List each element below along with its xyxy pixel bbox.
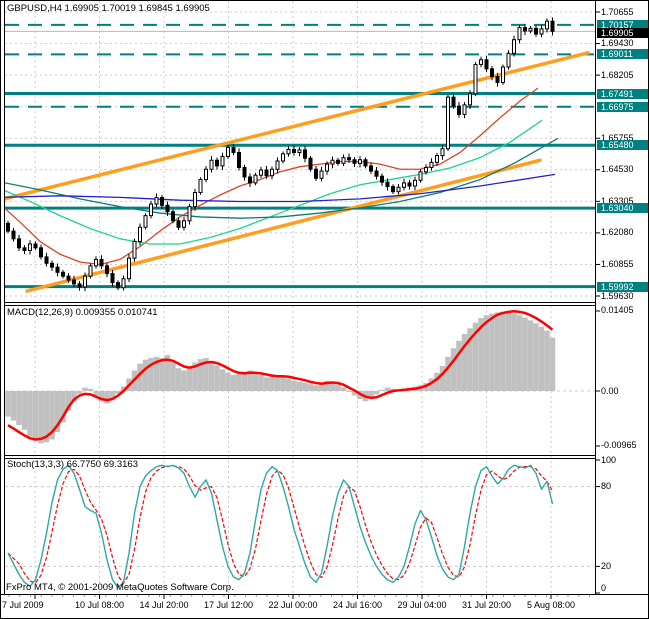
price-level-chip: 1.66975 bbox=[597, 101, 648, 112]
time-axis[interactable]: 7 Jul 2009 10 Jul 08:00 14 Jul 20:00 17 Jul… bbox=[0, 598, 649, 619]
price-tick-label: 1.64530 bbox=[601, 164, 634, 175]
price-tick-label: 1.68205 bbox=[601, 69, 634, 80]
copyright-text: FxPro MT4, © 2001-2009 MetaQuotes Softwa… bbox=[6, 582, 234, 593]
price-tick-label: 1.65755 bbox=[601, 132, 634, 143]
stochastic-panel bbox=[7, 464, 554, 589]
horizontal-levels bbox=[5, 23, 595, 289]
axis-ticks bbox=[8, 11, 600, 599]
chart-symbol-title: GBPUSD,H4 1.69905 1.70019 1.69845 1.6990… bbox=[7, 3, 210, 14]
time-tick-label: 24 Jul 16:00 bbox=[332, 600, 383, 610]
stoch-indicator-label: Stoch(13,3,3) 66.7750 69.3163 bbox=[7, 459, 138, 470]
time-tick-label: 29 Jul 04:00 bbox=[397, 600, 447, 610]
time-tick-label: 10 Jul 08:00 bbox=[74, 600, 125, 610]
time-tick-label: 7 Jul 2009 bbox=[2, 600, 44, 610]
time-tick-label: 31 Jul 20:00 bbox=[461, 600, 512, 610]
price-level-chip: 1.59992 bbox=[597, 281, 648, 292]
gridlines bbox=[5, 1, 595, 593]
macd-axis-label: 0.00 bbox=[601, 385, 619, 396]
price-tick-label: 1.60855 bbox=[601, 258, 634, 269]
candles bbox=[6, 17, 555, 292]
price-axis[interactable]: 1.70655 1.69430 1.68205 1.65755 1.64530 1.633… bbox=[596, 0, 649, 619]
stoch-axis-label: 20 bbox=[601, 560, 612, 571]
price-tick-label: 1.62080 bbox=[601, 227, 634, 238]
time-tick-label: 5 Aug 08:00 bbox=[526, 600, 576, 610]
stoch-axis-label: 0 bbox=[601, 582, 607, 593]
time-tick-label: 14 Jul 20:00 bbox=[139, 600, 189, 610]
price-level-chip: 1.67491 bbox=[597, 88, 648, 99]
stochastic-signal-line bbox=[7, 465, 554, 585]
price-tick-label: 1.63305 bbox=[601, 195, 634, 206]
macd-axis-label: 0.01405 bbox=[601, 305, 634, 316]
stoch-axis-label: 80 bbox=[601, 481, 612, 492]
macd-panel bbox=[5, 310, 556, 444]
main-price-panel bbox=[0, 17, 595, 293]
macd-signal-line bbox=[7, 310, 554, 441]
price-level-chip: 1.69011 bbox=[597, 49, 648, 60]
price-tick-label: 1.59630 bbox=[601, 290, 634, 301]
price-level-chip: 1.63040 bbox=[597, 203, 648, 214]
price-tick-label: 1.69430 bbox=[601, 38, 634, 49]
price-tick-label: 1.70655 bbox=[601, 6, 634, 17]
time-tick-label: 22 Jul 00:00 bbox=[268, 600, 318, 610]
ma-slow-teal bbox=[5, 137, 559, 219]
time-tick-label: 17 Jul 12:00 bbox=[203, 600, 254, 610]
price-level-chip: 1.65480 bbox=[597, 140, 648, 151]
stoch-axis-label: 100 bbox=[601, 454, 617, 465]
current-price-chip: 1.69905 bbox=[597, 28, 648, 39]
price-level-chip: 1.70157 bbox=[597, 19, 648, 30]
stochastic-main-line bbox=[7, 464, 554, 589]
macd-indicator-label: MACD(12,26,9) 0.009355 0.010741 bbox=[7, 307, 158, 318]
trend-channel-lines[interactable] bbox=[0, 51, 590, 293]
macd-axis-label: -0.00965 bbox=[601, 440, 637, 451]
ma-slowest-blue bbox=[5, 173, 556, 203]
